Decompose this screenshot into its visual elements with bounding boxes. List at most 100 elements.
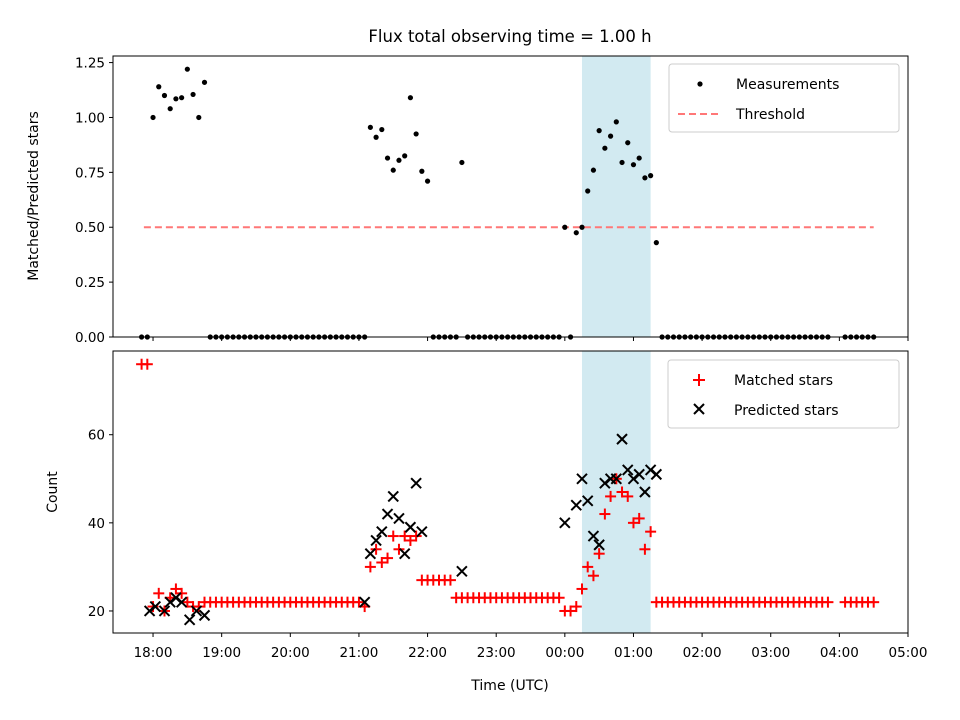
ratio-y-tick-label: 1.00	[75, 110, 105, 126]
count-legend-box	[667, 359, 900, 429]
predicted-stars-point	[416, 525, 428, 538]
count-panel: 20 40 60 18:00 19:00 20:00 21:00 22:00 23:00 00:…	[45, 350, 928, 694]
measurement-point	[642, 175, 648, 181]
count-y-axis-label: Count	[45, 471, 61, 513]
matched-stars-point	[622, 490, 634, 502]
ratio-y-tick-label: 1.25	[75, 56, 105, 72]
matched-stars-point	[382, 552, 394, 564]
predicted-cross-b	[650, 468, 663, 481]
predicted-cross-b	[404, 521, 417, 533]
x-tick-label: 21:00	[339, 645, 378, 661]
measurement-point	[573, 230, 579, 236]
measurement-point	[396, 157, 402, 163]
measurement-point	[579, 224, 585, 230]
measurement-point	[636, 155, 642, 161]
x-tick-label: 20:00	[271, 645, 310, 661]
measurement-point	[150, 114, 156, 121]
predicted-cross-b	[398, 547, 411, 560]
x-tick-label: 03:00	[751, 645, 790, 661]
ratio-y-tick-label: 0.50	[75, 220, 105, 236]
predicted-stars-point	[376, 525, 388, 538]
predicted-cross-b	[593, 539, 605, 551]
predicted-cross-b	[410, 477, 422, 489]
predicted-stars-point	[633, 468, 645, 481]
measurement-point	[379, 126, 385, 133]
predicted-stars-point	[639, 486, 651, 498]
measurement-point	[419, 168, 425, 174]
matched-stars-point	[399, 530, 411, 542]
predicted-cross-b	[175, 596, 188, 608]
predicted-cross-b	[190, 605, 203, 617]
ratio-y-tick-label: 0.00	[75, 330, 105, 346]
predicted-stars-point	[456, 565, 468, 578]
matched-stars-point	[170, 583, 182, 595]
measurement-point	[630, 162, 637, 168]
ratio-y-tick-label: 0.75	[75, 165, 105, 181]
measurement-point	[373, 134, 379, 140]
count-axes-frame	[112, 350, 909, 634]
count-y-axis-ticks: 20 40 60	[88, 428, 113, 620]
matched-stars-point	[633, 512, 645, 524]
predicted-stars-point	[198, 609, 211, 622]
matched-stars-point	[364, 561, 376, 573]
x-tick-label: 18:00	[134, 645, 173, 661]
predicted-cross-b	[570, 499, 582, 511]
measurement-point	[625, 140, 631, 146]
measurement-point	[167, 106, 173, 112]
predicted-cross-b	[639, 486, 651, 498]
measurement-point	[201, 79, 208, 85]
ratio-legend: Measurements Threshold	[668, 63, 900, 133]
predicted-cross-b	[610, 473, 623, 485]
observing-window-span	[581, 56, 651, 337]
predicted-stars-point	[175, 596, 188, 608]
x-tick-label: 05:00	[889, 645, 928, 661]
predicted-stars-point	[370, 534, 382, 547]
ratio-y-tick-label: 0.25	[75, 275, 105, 291]
predicted-cross-b	[416, 525, 428, 538]
legend-matched-marker	[693, 374, 705, 386]
matched-stars-point	[627, 517, 639, 529]
matched-stars-point	[576, 583, 588, 595]
predicted-stars-point	[616, 433, 628, 445]
count-y-tick-label: 40	[88, 516, 105, 532]
matched-stars-point	[645, 526, 657, 538]
predicted-stars-point	[570, 499, 582, 511]
predicted-stars-point	[158, 605, 171, 617]
measurement-point	[173, 96, 179, 102]
measurement-point	[596, 128, 602, 134]
matched-stars-point	[570, 601, 582, 613]
matched-stars-point	[193, 601, 205, 613]
matched-stars-point	[153, 587, 165, 599]
matched-stars-point	[553, 592, 565, 604]
measurement-point	[590, 167, 597, 173]
ratio-y-axis-label: Matched/Predicted stars	[26, 111, 42, 281]
predicted-cross-b	[358, 596, 371, 608]
x-tick-label: 23:00	[477, 645, 516, 661]
count-plot-marks	[136, 358, 880, 626]
matched-stars-point	[370, 543, 382, 555]
ratio-legend-box	[668, 63, 900, 133]
count-y-tick-label: 60	[88, 428, 105, 444]
predicted-cross-b	[587, 530, 600, 542]
predicted-cross-b	[370, 534, 382, 547]
measurement-point	[367, 124, 373, 130]
ratio-y-axis-ticks: 0.00 0.25 0.50 0.75 1.00 1.25	[75, 56, 113, 346]
predicted-stars-point	[593, 539, 605, 551]
x-tick-label: 04:00	[820, 645, 859, 661]
matched-stars-point	[822, 596, 834, 608]
ratio-panel: 0.00 0.25 0.50 0.75 1.00 1.25 Matched/Predict…	[26, 55, 909, 346]
predicted-cross-b	[616, 433, 628, 445]
measurement-point	[562, 224, 568, 230]
measurement-point	[179, 95, 185, 101]
predicted-stars-point	[190, 605, 203, 617]
predicted-cross-b	[183, 614, 196, 626]
measurement-point	[402, 153, 408, 159]
measurement-point	[390, 167, 396, 173]
matched-stars-point	[410, 530, 422, 542]
legend-matched-label: Matched stars	[734, 373, 833, 389]
measurement-point	[196, 114, 202, 121]
matched-stars-point	[176, 587, 188, 599]
x-tick-label: 22:00	[408, 645, 447, 661]
predicted-cross-b	[381, 508, 394, 520]
predicted-cross-b	[456, 565, 468, 578]
